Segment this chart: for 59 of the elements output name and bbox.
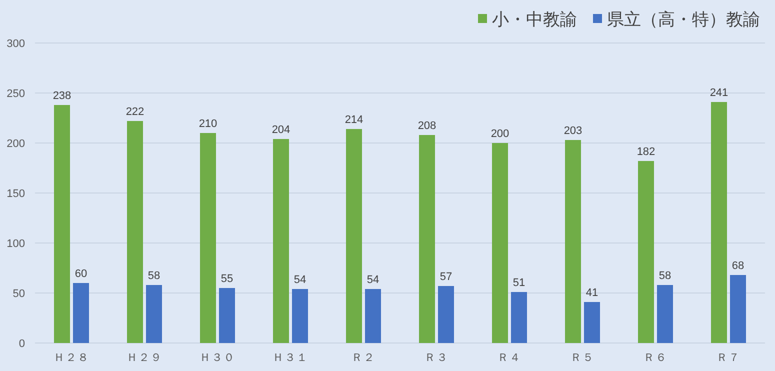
data-label: 54 — [366, 274, 380, 286]
y-tick-label: 150 — [6, 188, 25, 200]
bar — [657, 285, 673, 343]
data-label: 57 — [440, 271, 452, 283]
legend-label: 県立（高・特）教諭 — [607, 10, 760, 29]
data-label: 214 — [344, 114, 364, 126]
y-tick-label: 300 — [6, 38, 25, 50]
x-tick-label: Ｈ３０ — [200, 352, 236, 364]
y-tick-label: 100 — [6, 238, 25, 250]
bar — [584, 302, 600, 343]
data-label: 41 — [586, 287, 598, 299]
data-label: 203 — [564, 125, 582, 137]
bar — [273, 139, 289, 343]
bar — [127, 121, 143, 343]
x-tick-label: Ｒ５ — [570, 352, 594, 364]
bar — [711, 102, 727, 343]
bar — [419, 135, 435, 343]
x-tick-label: Ｒ２ — [352, 352, 376, 364]
data-label: 241 — [710, 87, 728, 99]
y-tick-label: 50 — [12, 288, 25, 300]
bar — [73, 283, 89, 343]
legend-label: 小・中教諭 — [492, 10, 577, 29]
data-label: 200 — [490, 128, 510, 140]
x-tick-label: Ｒ３ — [424, 352, 448, 364]
data-label: 58 — [658, 270, 672, 282]
data-label: 210 — [198, 118, 218, 130]
data-label: 51 — [512, 277, 526, 289]
bar — [438, 286, 454, 343]
bar — [565, 140, 581, 343]
bar — [511, 292, 527, 343]
x-tick-label: Ｒ６ — [644, 352, 668, 364]
bar — [292, 289, 308, 343]
data-label: 204 — [272, 124, 290, 136]
x-tick-label: Ｒ７ — [716, 352, 740, 364]
bar — [730, 275, 746, 343]
y-tick-label: 0 — [18, 338, 25, 350]
data-label: 222 — [126, 106, 144, 118]
y-tick-label: 250 — [6, 88, 25, 100]
data-label: 60 — [74, 268, 88, 280]
bar — [492, 143, 508, 343]
bar — [365, 289, 381, 343]
data-label: 58 — [148, 270, 160, 282]
y-tick-label: 200 — [6, 138, 25, 150]
bar — [346, 129, 362, 343]
data-label: 68 — [732, 260, 744, 272]
bar — [54, 105, 70, 343]
data-label: 55 — [220, 273, 234, 285]
bar — [638, 161, 654, 343]
bar — [219, 288, 235, 343]
data-label: 238 — [52, 90, 72, 102]
x-tick-label: Ｈ２９ — [126, 352, 162, 364]
data-label: 182 — [636, 146, 656, 158]
x-tick-label: Ｈ２８ — [54, 352, 90, 364]
bar — [200, 133, 216, 343]
x-tick-label: Ｈ３１ — [272, 352, 308, 364]
x-tick-label: Ｒ４ — [498, 352, 522, 364]
data-label: 208 — [418, 120, 436, 132]
data-label: 54 — [294, 274, 306, 286]
bar — [146, 285, 162, 343]
